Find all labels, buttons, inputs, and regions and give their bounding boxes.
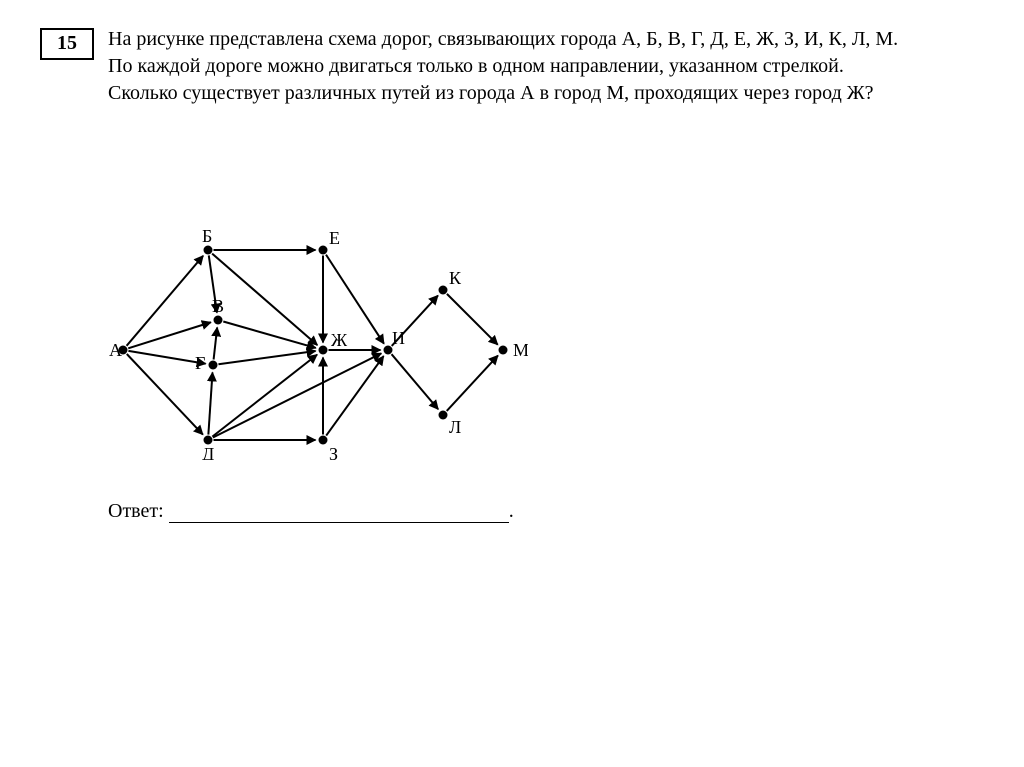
edge — [128, 322, 211, 348]
node-label: Е — [329, 230, 340, 248]
node-label: К — [449, 268, 462, 288]
edge — [223, 322, 316, 348]
node-label: А — [109, 340, 122, 360]
node — [439, 411, 448, 420]
question-text: На рисунке представлена схема дорог, свя… — [108, 26, 968, 107]
edge — [447, 356, 498, 411]
edge — [392, 354, 439, 409]
paragraph-2: По каждой дороге можно двигаться только … — [108, 53, 968, 80]
edge — [212, 355, 317, 437]
node-label: Ж — [331, 330, 348, 350]
edge — [212, 254, 317, 345]
node-label: Б — [202, 230, 212, 246]
node-label: Г — [195, 353, 205, 373]
paragraph-1: На рисунке представлена схема дорог, свя… — [108, 26, 968, 53]
paragraph-3: Сколько существует различных путей из го… — [108, 80, 968, 107]
edge — [447, 294, 498, 345]
question-number-box: 15 — [40, 28, 94, 60]
node-label: Л — [449, 417, 461, 437]
edge — [208, 372, 212, 434]
node-label: З — [329, 444, 338, 460]
node-label: В — [212, 296, 224, 316]
question-number: 15 — [57, 32, 77, 54]
answer-blank — [169, 502, 509, 523]
edge — [218, 351, 315, 364]
page: 15 На рисунке представлена схема дорог, … — [0, 0, 1024, 767]
graph-svg: А Б В Г Д Е Ж З И К Л М — [108, 230, 528, 460]
node-label: Д — [202, 444, 214, 460]
edge — [214, 327, 218, 359]
answer-suffix: . — [509, 500, 514, 522]
node — [319, 436, 328, 445]
node — [499, 346, 508, 355]
node — [214, 316, 223, 325]
answer-label: Ответ: — [108, 500, 164, 522]
node — [319, 346, 328, 355]
node — [319, 246, 328, 255]
answer-row: Ответ: . — [108, 500, 708, 523]
edge — [127, 354, 203, 435]
node — [204, 246, 213, 255]
node — [209, 361, 218, 370]
node — [439, 286, 448, 295]
road-graph: А Б В Г Д Е Ж З И К Л М — [108, 230, 528, 460]
node-label: М — [513, 340, 528, 360]
edge — [127, 256, 204, 346]
edge — [326, 356, 383, 435]
node-label: И — [392, 328, 405, 348]
